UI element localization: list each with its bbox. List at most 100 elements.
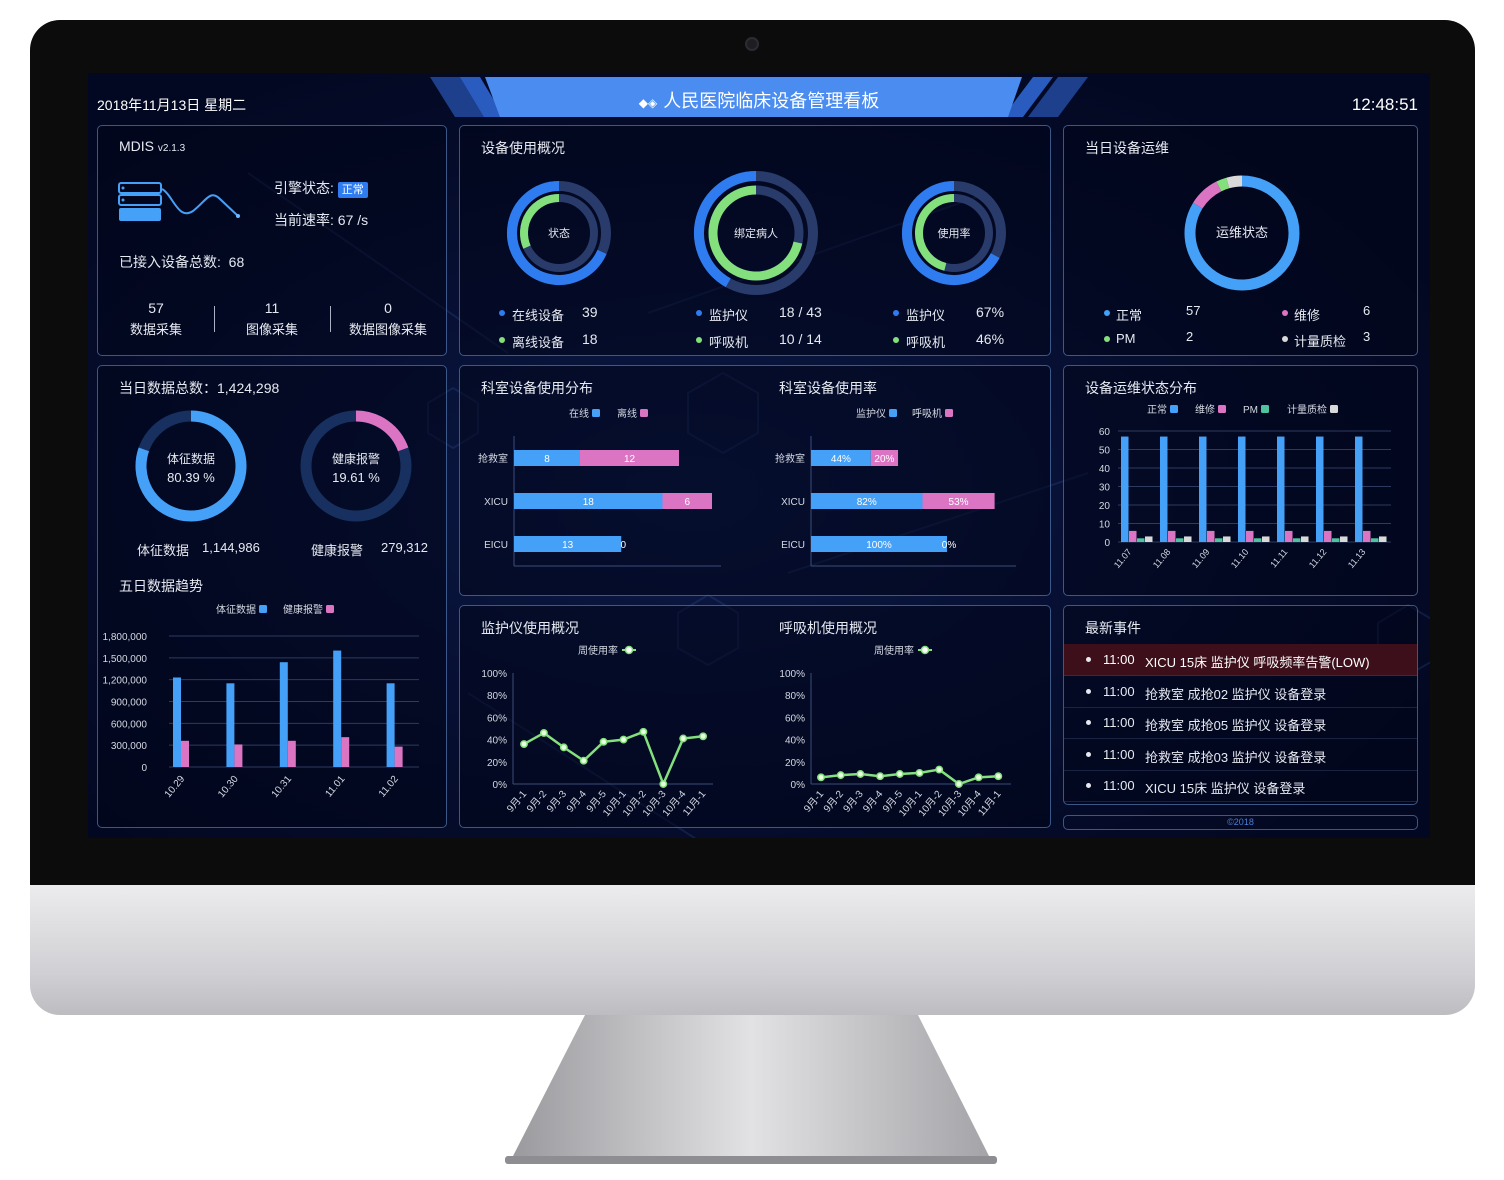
x-tick-label: 11月-1	[680, 788, 708, 818]
legend-value: 46%	[976, 331, 1005, 347]
donut-center-percent: 80.39 %	[167, 470, 215, 485]
chart-title: 呼吸机使用概况	[779, 620, 877, 636]
header-date: 2018年11月13日 星期二	[97, 97, 247, 113]
event-row: 11:00 XICU 15床 监护仪 设备登录	[1064, 770, 1417, 802]
dashboard-title: ◆◈ 人民医院临床设备管理看板	[88, 87, 1430, 113]
bar	[1207, 530, 1215, 542]
x-tick-label: 9月-1	[801, 788, 826, 815]
donut-center-label: 健康报警	[332, 451, 380, 466]
connected-devices-row: 已接入设备总数: 68	[119, 252, 244, 272]
y-tick-label: 40%	[785, 736, 805, 747]
legend-dot	[1282, 336, 1288, 342]
y-tick-label: 30	[1099, 483, 1111, 494]
legend-swatch	[1330, 405, 1338, 413]
data-point	[559, 743, 568, 752]
legend-value: 18 / 43	[779, 304, 822, 320]
bar	[1285, 530, 1293, 542]
y-tick-label: 40%	[487, 736, 507, 747]
legend-label: 周使用率	[874, 644, 914, 657]
category-label: XICU	[484, 497, 508, 508]
system-name-text: MDIS	[119, 138, 154, 154]
current-rate-label: 当前速率:	[274, 212, 334, 228]
inner-ring-arc	[915, 194, 955, 271]
legend-dot	[696, 337, 702, 343]
bar-segment	[870, 450, 899, 466]
legend-label: 离线	[617, 407, 637, 420]
legend-label: 监护仪	[906, 308, 946, 323]
bar-segment	[922, 493, 995, 509]
bar-label: 20%	[874, 454, 894, 465]
bar	[1184, 536, 1192, 542]
legend-dot	[499, 310, 505, 316]
legend-value: 6	[1363, 303, 1371, 318]
bar	[1363, 530, 1371, 542]
x-tick-label: 10.30	[216, 774, 241, 801]
bar	[1293, 538, 1301, 542]
current-rate-value: 67 /s	[337, 212, 369, 228]
series-line	[523, 730, 704, 788]
connected-devices-value: 68	[228, 254, 245, 270]
category-label: XICU	[781, 497, 805, 508]
bar	[226, 683, 235, 767]
dashboard-title-text: 人民医院临床设备管理看板	[663, 91, 880, 111]
x-tick-label: 9月-1	[504, 788, 529, 815]
legend-label: 正常	[1116, 308, 1143, 323]
x-tick-label: 9月-2	[821, 788, 846, 815]
divider	[330, 306, 331, 332]
y-tick-label: 60%	[487, 713, 507, 724]
legend-swatch	[889, 409, 897, 417]
panel-title: 当日设备运维	[1085, 140, 1169, 156]
current-rate-row: 当前速率: 67 /s	[274, 210, 368, 230]
event-time: 11:00	[1103, 652, 1135, 667]
bar-label: 18	[583, 497, 595, 508]
donut-segment	[1184, 175, 1300, 291]
bar	[1355, 436, 1363, 542]
usage-line-charts: 周使用率0%20%40%60%80%100%9月-19月-29月-39月-49月…	[481, 644, 1011, 819]
system-version: v2.1.3	[157, 143, 186, 154]
data-point	[619, 735, 628, 744]
maintenance-distribution-panel: 设备运维状态分布 正常 维修 PM 计量质检 0 10 20 30 40 50 60 11.07 11.…	[1063, 365, 1418, 596]
x-tick-label: 10.29	[163, 774, 188, 801]
series-line	[820, 768, 999, 786]
inner-ring-arc	[708, 185, 803, 281]
legend-label: 周使用率	[578, 644, 618, 657]
legend-label: 离线设备	[512, 335, 565, 350]
bar	[1215, 538, 1223, 542]
donut-center-label: 绑定病人	[734, 226, 778, 240]
bar-label: 8	[544, 454, 550, 465]
legend-label: 监护仪	[856, 407, 886, 420]
legend-swatch	[592, 409, 600, 417]
legend-value: 18	[582, 331, 598, 347]
bar	[1145, 536, 1153, 542]
data-point	[994, 772, 1003, 781]
bar	[173, 677, 181, 767]
footer: ©2018	[1063, 815, 1418, 830]
divider	[214, 306, 215, 332]
chart-title: 设备运维状态分布	[1085, 380, 1197, 396]
legend-value: 2	[1186, 329, 1194, 344]
stat-label: 图像采集	[245, 322, 298, 337]
bar	[1238, 436, 1246, 542]
bullet-icon	[1086, 720, 1091, 725]
bar	[234, 744, 243, 767]
outer-ring-arc	[694, 171, 757, 288]
bar-segment	[580, 450, 679, 466]
outer-ring-arc	[902, 181, 1000, 285]
x-tick-label: 9月-3	[544, 788, 569, 815]
panel-title: 当日数据总数：1,424,298	[119, 380, 280, 396]
y-tick-label: 100%	[481, 669, 507, 680]
connected-devices-label: 已接入设备总数:	[119, 254, 221, 270]
bar	[1121, 436, 1129, 542]
data-point	[520, 740, 528, 748]
bar-label: 44%	[831, 454, 851, 465]
event-text: 抢救室 成抢03 监护仪 设备登录	[1145, 749, 1327, 765]
donut-segment	[1193, 181, 1222, 209]
x-tick-label: 11.09	[1190, 547, 1212, 570]
bar	[181, 740, 189, 767]
legend-swatch	[1261, 405, 1269, 413]
bar-segment	[662, 493, 712, 509]
category-label: 抢救室	[478, 452, 508, 465]
server-icon	[118, 182, 240, 221]
panel-title: 最新事件	[1085, 620, 1141, 636]
